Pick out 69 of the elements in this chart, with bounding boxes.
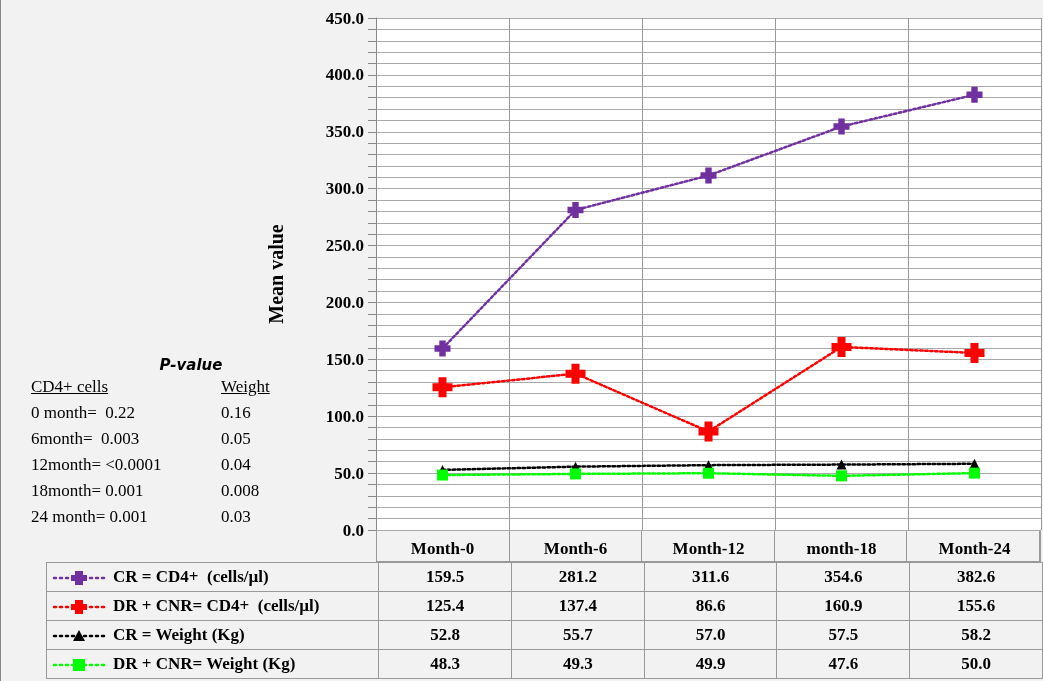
y-tick-label: 0.0 bbox=[342, 520, 364, 540]
text: 24 month= 0.001 bbox=[31, 507, 149, 527]
y-axis-title: Mean value bbox=[265, 224, 287, 324]
data-label: 159.5 bbox=[378, 562, 512, 592]
text: CD4+ cells bbox=[31, 377, 110, 397]
text: 12month= <0.0001 bbox=[31, 455, 163, 475]
point bbox=[432, 377, 453, 398]
y-tick-label: 250.0 bbox=[325, 236, 364, 256]
legend-label: CR = CD4+ (cells/µl) bbox=[113, 567, 269, 586]
y-tick-label: 300.0 bbox=[325, 179, 364, 199]
data-label: 86.6 bbox=[644, 591, 777, 621]
y-tick-label: 150.0 bbox=[325, 349, 364, 369]
x-tick-label: Month-24 bbox=[938, 539, 1011, 558]
data-label: 311.6 bbox=[644, 562, 777, 592]
point bbox=[700, 167, 717, 184]
x-tick-label: Month-6 bbox=[543, 539, 608, 558]
data-label: 57.5 bbox=[776, 620, 910, 650]
text: P-value bbox=[158, 356, 224, 374]
data-label: 50.0 bbox=[909, 649, 1043, 679]
legend-label: DR + CNR= Weight (Kg) bbox=[113, 654, 296, 673]
point bbox=[836, 470, 847, 482]
text: 0.16 bbox=[221, 403, 251, 423]
point bbox=[836, 459, 847, 470]
y-tick-label: 400.0 bbox=[325, 65, 364, 85]
text: 0 month= 0.22 bbox=[31, 403, 137, 423]
y-tick-label: 50.0 bbox=[334, 463, 364, 483]
data-label: 55.7 bbox=[511, 620, 645, 650]
point bbox=[565, 363, 586, 384]
text: 0.05 bbox=[221, 429, 251, 449]
y-tick-label: 450.0 bbox=[325, 8, 364, 28]
x-tick-label: Month-12 bbox=[672, 539, 745, 558]
point bbox=[434, 340, 451, 357]
data-label: 49.3 bbox=[511, 649, 645, 679]
data-label: 52.8 bbox=[378, 620, 512, 650]
data-label: 47.6 bbox=[776, 649, 910, 679]
point bbox=[833, 118, 850, 135]
text: 0.008 bbox=[221, 481, 260, 501]
point bbox=[567, 202, 584, 219]
legend-label: DR + CNR= CD4+ (cells/µl) bbox=[113, 596, 320, 615]
data-label: 125.4 bbox=[378, 591, 512, 621]
data-label: 354.6 bbox=[776, 562, 910, 592]
x-tick-label: month-18 bbox=[806, 539, 877, 558]
data-label: 49.9 bbox=[644, 649, 777, 679]
point bbox=[969, 467, 980, 479]
point bbox=[570, 468, 581, 480]
y-tick-label: 350.0 bbox=[325, 122, 364, 142]
legend-label: CR = Weight (Kg) bbox=[113, 625, 245, 644]
data-label: 382.6 bbox=[909, 562, 1043, 592]
x-tick-label: Month-0 bbox=[410, 539, 475, 558]
data-label: 57.0 bbox=[644, 620, 777, 650]
data-label: 281.2 bbox=[511, 562, 645, 592]
y-tick-label: 100.0 bbox=[325, 406, 364, 426]
y-tick-label: 200.0 bbox=[325, 292, 364, 312]
text: Weight bbox=[221, 377, 270, 397]
point bbox=[966, 86, 983, 103]
text: 0.04 bbox=[221, 455, 251, 475]
point bbox=[964, 342, 985, 363]
point bbox=[698, 421, 719, 442]
point bbox=[703, 467, 714, 479]
data-label: 155.6 bbox=[909, 591, 1043, 621]
data-label: 137.4 bbox=[511, 591, 645, 621]
data-label: 58.2 bbox=[909, 620, 1043, 650]
text: 0.03 bbox=[221, 507, 251, 527]
point bbox=[831, 336, 852, 357]
text: 18month= 0.001 bbox=[31, 481, 145, 501]
text: 6month= 0.003 bbox=[31, 429, 141, 449]
point bbox=[437, 469, 448, 481]
data-label: 48.3 bbox=[378, 649, 512, 679]
data-label: 160.9 bbox=[776, 591, 910, 621]
